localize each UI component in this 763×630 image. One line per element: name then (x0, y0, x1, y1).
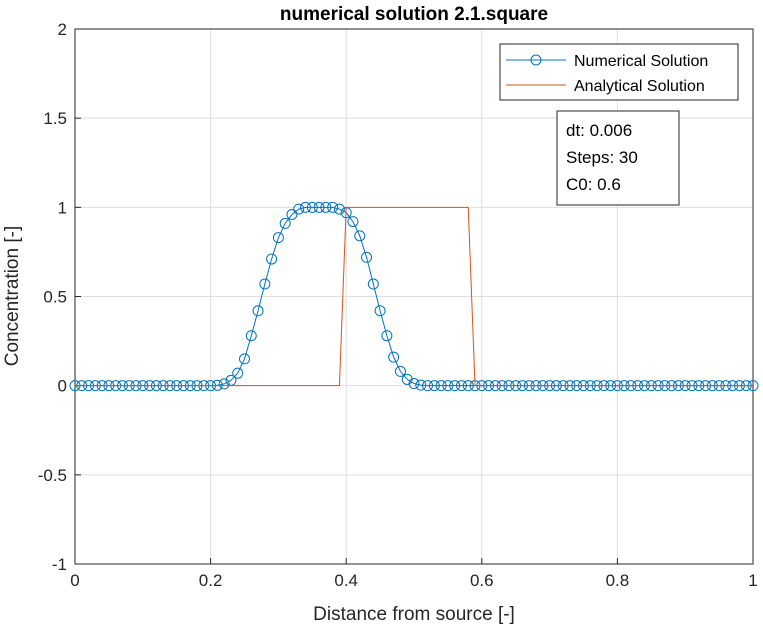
y-tick-label: 0 (58, 377, 67, 396)
data-point (293, 203, 305, 215)
legend-marker-numerical (530, 54, 542, 66)
data-point (300, 201, 312, 213)
legend-box (499, 43, 739, 101)
data-point (266, 253, 278, 265)
y-tick-label: 0.5 (43, 288, 67, 307)
x-tick-label: 1 (748, 571, 757, 590)
axis-ticks: 0 0.2 0.4 0.6 0.8 1 -1 -0.5 0 0.5 1 1.5 2 (38, 20, 758, 590)
data-point (306, 201, 318, 213)
data-point (279, 217, 291, 229)
annotation-c0: C0: 0.6 (566, 175, 621, 194)
data-point (381, 330, 393, 342)
x-tick-label: 0.4 (334, 571, 358, 590)
data-point (327, 201, 339, 213)
data-point (252, 305, 264, 317)
data-point (367, 278, 379, 290)
data-point (313, 201, 325, 213)
y-tick-label: 1.5 (43, 109, 67, 128)
y-tick-label: -1 (52, 555, 67, 574)
legend-label-analytical: Analytical Solution (574, 78, 705, 95)
data-point (347, 216, 359, 228)
data-point (394, 365, 406, 377)
data-point (232, 367, 244, 379)
data-point (259, 278, 271, 290)
data-point (333, 203, 345, 215)
data-point (408, 378, 420, 390)
data-point (239, 353, 250, 365)
y-tick-label: 2 (58, 20, 67, 39)
data-point (361, 251, 373, 263)
data-point (442, 380, 454, 392)
data-point (388, 351, 400, 363)
annotation-dt: dt: 0.006 (566, 121, 632, 140)
legend: Numerical Solution Analytical Solution (499, 43, 739, 101)
y-tick-label: -0.5 (38, 466, 67, 485)
y-axis-label: Concentration [-] (2, 226, 23, 366)
data-point (245, 330, 257, 342)
legend-label-numerical: Numerical Solution (574, 53, 708, 70)
data-point (272, 232, 284, 244)
x-tick-label: 0.2 (199, 571, 223, 590)
data-point (415, 379, 427, 391)
data-point (462, 380, 474, 392)
x-tick-label: 0.8 (606, 571, 630, 590)
data-point (374, 305, 386, 317)
data-point (449, 380, 461, 392)
data-point (320, 201, 332, 213)
x-tick-label: 0 (70, 571, 79, 590)
chart-title: numerical solution 2.1.square (280, 4, 548, 25)
data-point (428, 380, 440, 392)
series-analytical-solution (75, 206, 753, 387)
data-point (422, 380, 434, 392)
series-layer (69, 201, 759, 392)
x-tick-label: 0.6 (470, 571, 494, 590)
data-point (401, 373, 413, 385)
annotation-steps: Steps: 30 (566, 148, 638, 167)
annotation-box: dt: 0.006 Steps: 30 C0: 0.6 (556, 110, 680, 206)
data-point (435, 380, 447, 392)
annotation-frame (556, 110, 680, 206)
data-point (455, 380, 467, 392)
data-point (286, 208, 298, 220)
series-line-analytical-solution (75, 206, 753, 387)
x-axis-label: Distance from source [-] (313, 604, 515, 625)
data-point (354, 230, 366, 242)
data-point (218, 378, 230, 390)
y-tick-label: 1 (58, 198, 67, 217)
